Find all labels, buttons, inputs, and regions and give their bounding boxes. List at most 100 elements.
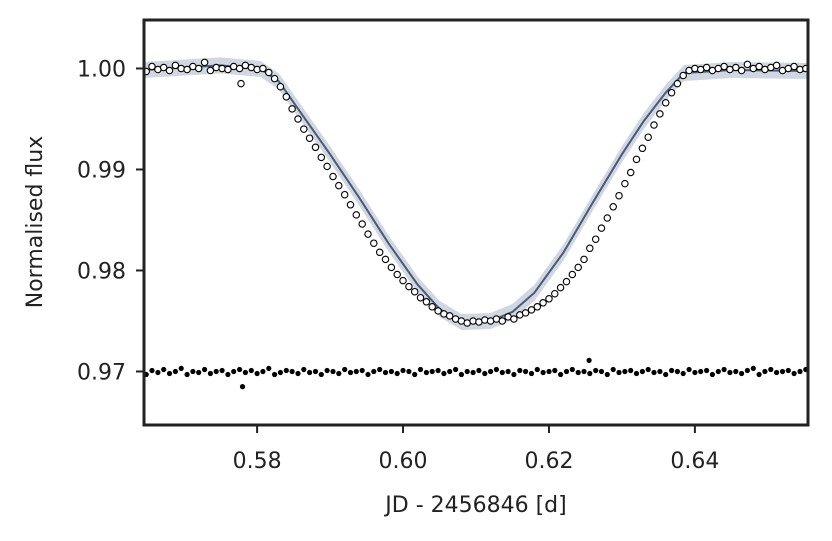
residual-point [669, 367, 675, 374]
residual-point [540, 369, 546, 376]
flux-point [387, 263, 396, 272]
y-axis-label: Normalised flux [23, 136, 48, 309]
residual-point [347, 369, 354, 376]
model-band-layer [144, 57, 808, 331]
residual-point [441, 370, 447, 377]
residual-point [633, 370, 640, 377]
flux-point [183, 65, 191, 74]
flux-point [632, 155, 641, 164]
flux-point [615, 191, 623, 200]
flux-point [288, 105, 296, 113]
residual-point [277, 369, 283, 376]
residual-point [663, 371, 669, 378]
flux-point [270, 74, 279, 83]
residual-point [272, 371, 278, 378]
plot-frame [142, 18, 810, 427]
flux-point [673, 79, 682, 88]
flux-point [294, 115, 302, 123]
flux-point [393, 270, 401, 279]
flux-point [311, 143, 320, 152]
flux-point [165, 66, 174, 75]
residual-point [464, 368, 470, 375]
residual-point [563, 368, 570, 375]
y-tick-label: 0.98 [77, 259, 126, 284]
flux-point [340, 190, 349, 199]
residual-point [353, 368, 359, 375]
flux-point [364, 230, 372, 238]
residual-point [295, 370, 301, 377]
residual-point [307, 369, 313, 376]
flux-point [177, 64, 185, 73]
residual-point [587, 370, 593, 377]
residual-point [750, 365, 756, 371]
flux-point [300, 125, 308, 133]
residual-point [412, 371, 418, 378]
residual-point [552, 367, 558, 374]
residual-point [586, 357, 592, 363]
flux-point [551, 289, 559, 298]
y-tick-label: 0.99 [77, 158, 126, 183]
flux-point [434, 307, 442, 315]
residual-point [190, 368, 196, 375]
flux-point [194, 64, 203, 73]
model-line-layer [143, 64, 809, 324]
residual-point [359, 367, 365, 374]
flux-point [556, 283, 565, 292]
residual-point [161, 366, 167, 373]
residual-point [184, 371, 190, 378]
residual-point [791, 370, 797, 377]
flux-point [644, 133, 652, 141]
residual-point [528, 370, 535, 377]
flux-point [626, 168, 635, 177]
residual-point [453, 366, 459, 373]
flux-point [755, 62, 763, 71]
residual-point [499, 369, 505, 376]
flux-point [445, 312, 454, 320]
residual-point [248, 367, 254, 374]
residual-point [493, 366, 499, 373]
residual-point [260, 368, 266, 375]
residual-point [266, 365, 272, 371]
residual-point [598, 368, 605, 375]
flux-point [539, 299, 547, 307]
residual-point [207, 370, 213, 377]
flux-point [259, 64, 267, 73]
flux-point [597, 224, 606, 232]
residual-point [423, 369, 429, 376]
residual-point [534, 366, 540, 373]
flux-point [720, 62, 728, 71]
residual-points-layer [143, 357, 809, 390]
residual-point [149, 367, 155, 374]
residual-point [482, 370, 488, 377]
residual-point [406, 368, 412, 375]
flux-point [667, 88, 676, 97]
flux-point [586, 244, 594, 253]
residual-point [692, 369, 698, 376]
flux-point [305, 134, 314, 142]
residual-point [336, 370, 342, 377]
model-curve [143, 64, 809, 324]
residual-point [511, 371, 517, 378]
residual-point [342, 366, 348, 373]
residual-point [762, 368, 768, 375]
flux-point [638, 144, 647, 153]
flux-point [405, 282, 413, 291]
residual-point [400, 367, 406, 374]
flux-point [237, 79, 245, 88]
y-tick-label: 1.00 [77, 57, 126, 82]
flux-point [603, 214, 612, 222]
residual-point [610, 366, 616, 373]
residual-point [219, 367, 225, 374]
flux-point [282, 93, 291, 101]
residual-point [172, 368, 178, 375]
flux-point [212, 63, 220, 72]
residual-point [651, 369, 657, 376]
residual-point [239, 384, 246, 390]
residual-point [371, 368, 377, 375]
y-tick-label: 0.97 [77, 360, 126, 385]
residual-point [301, 366, 307, 373]
flux-point [737, 66, 746, 75]
residual-point [797, 368, 803, 375]
flux-point [562, 277, 571, 286]
flux-point [580, 255, 588, 264]
